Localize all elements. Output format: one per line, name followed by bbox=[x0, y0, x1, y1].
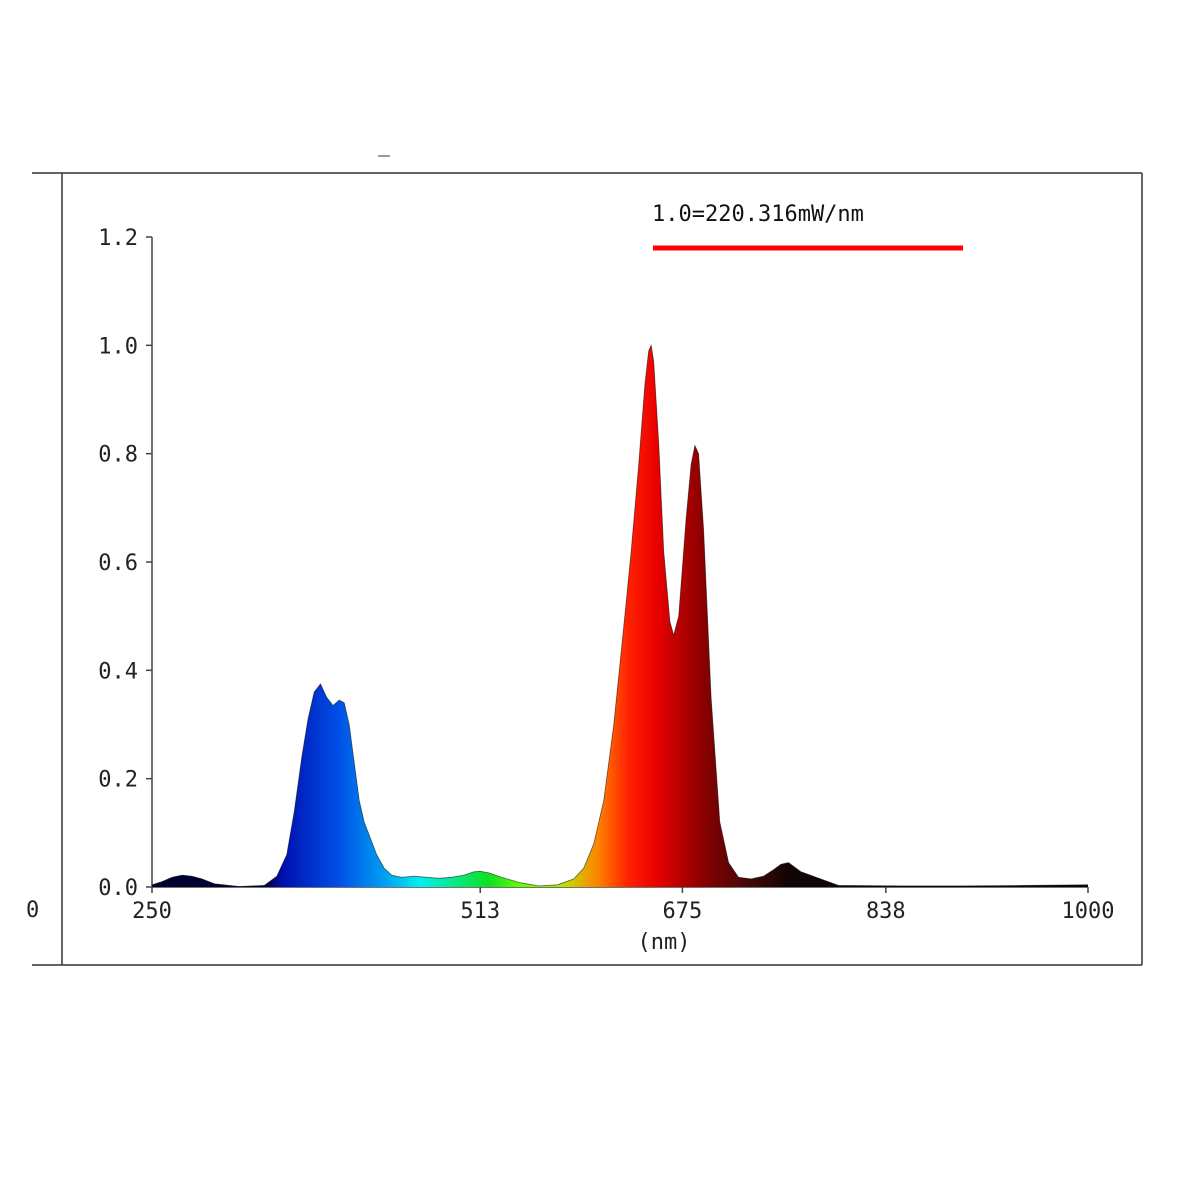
y-tick-label: 0.6 bbox=[98, 551, 138, 576]
y-tick-label: 0.4 bbox=[98, 659, 138, 684]
scale-annotation: 1.0=220.316mW/nm bbox=[652, 202, 864, 227]
x-tick-label: 1000 bbox=[1062, 899, 1115, 924]
y-tick-label: 0.2 bbox=[98, 768, 138, 793]
x-tick-label: 250 bbox=[132, 899, 172, 924]
spectrum-area bbox=[152, 345, 1088, 887]
y-axis-ticks: 0.0 0.2 0.4 0.6 0.8 1.0 1.2 bbox=[98, 226, 152, 901]
x-axis-label: (nm) bbox=[638, 930, 691, 955]
y-tick-label: 0.0 bbox=[98, 876, 138, 901]
outer-frame bbox=[32, 155, 1143, 966]
y-tick-label: 0.8 bbox=[98, 443, 138, 468]
cropped-tick-label: 0 bbox=[26, 898, 39, 923]
y-tick-label: 1.2 bbox=[98, 226, 138, 251]
x-tick-label: 675 bbox=[663, 899, 703, 924]
x-axis-ticks: 250 513 675 838 1000 bbox=[132, 887, 1114, 924]
y-tick-label: 1.0 bbox=[98, 334, 138, 359]
x-tick-label: 838 bbox=[866, 899, 906, 924]
x-tick-label: 513 bbox=[460, 899, 500, 924]
spectrum-line bbox=[151, 343, 1089, 887]
